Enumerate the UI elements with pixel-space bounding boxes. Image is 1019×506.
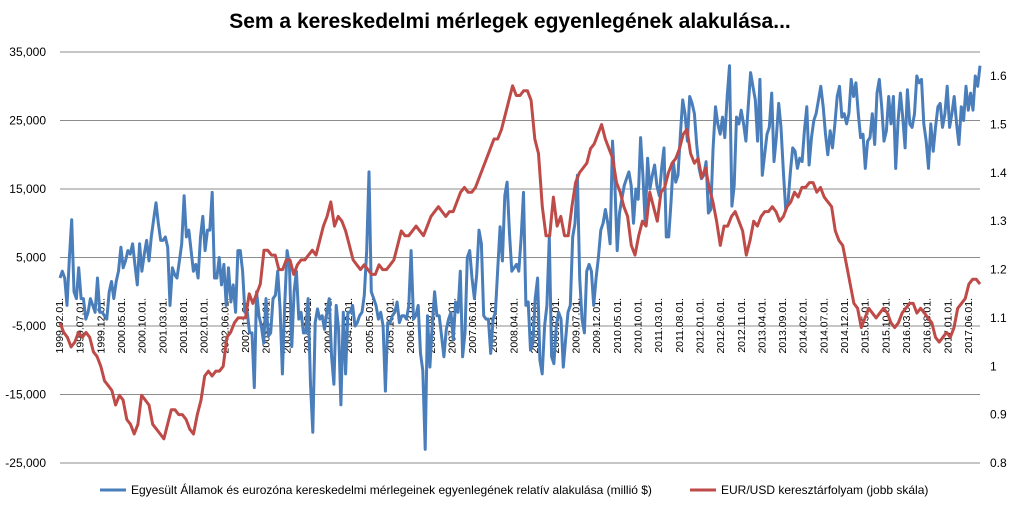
- y-right-tick-label: 1.2: [990, 263, 1007, 277]
- x-tick-label: 2002.06.01.: [219, 298, 231, 353]
- y-left-tick-label: 15,000: [9, 182, 46, 196]
- y-right-tick-label: 1: [990, 359, 997, 373]
- x-tick-label: 2010.10.01.: [632, 298, 644, 353]
- x-tick-label: 2013.04.01.: [756, 298, 768, 353]
- y-right-tick-label: 1.1: [990, 311, 1007, 325]
- x-tick-label: 2001.08.01.: [178, 298, 190, 353]
- series-lines: [58, 64, 982, 451]
- x-tick-label: 2007.06.01.: [467, 298, 479, 353]
- x-tick-label: 2015.10.01.: [880, 298, 892, 353]
- x-tick-label: 2008.04.01.: [509, 298, 521, 353]
- x-tick-label: 2009.12.01.: [591, 298, 603, 353]
- y-left-tick-label: 5,000: [16, 251, 46, 265]
- y-right-tick-label: 0.9: [990, 408, 1007, 422]
- right-axis-tick-labels: 0.8 0.9 1 1.1 1.2 1.3 1.4 1.5 1.6: [990, 69, 1007, 470]
- x-tick-label: 2017.01.01.: [942, 298, 954, 353]
- y-left-tick-label: -25,000: [5, 456, 46, 470]
- legend: Egyesült Államok és eurozóna kereskedelm…: [100, 482, 928, 497]
- x-tick-label: 2005.05.01.: [364, 298, 376, 353]
- x-tick-label: 2010.05.01.: [612, 298, 624, 353]
- y-right-tick-label: 1.3: [990, 214, 1007, 228]
- series-line-trade-balance: [58, 64, 982, 451]
- x-tick-label: 2012.01.01.: [694, 298, 706, 353]
- x-tick-label: 2000.05.01.: [116, 298, 128, 353]
- chart-title: Sem a kereskedelmi mérlegek egyenlegének…: [229, 10, 791, 33]
- x-tick-label: 2002.01.01.: [199, 298, 211, 353]
- y-left-tick-label: 35,000: [9, 45, 46, 59]
- x-tick-label: 2012.11.01.: [736, 298, 748, 353]
- x-tick-label: 2013.09.01.: [777, 298, 789, 353]
- x-tick-label: 2002.11.01.: [240, 298, 252, 353]
- y-right-tick-label: 1.6: [990, 69, 1007, 83]
- x-tick-label: 2009.07.01.: [570, 298, 582, 353]
- y-left-tick-label: -5,000: [12, 319, 46, 333]
- y-right-tick-label: 0.8: [990, 456, 1007, 470]
- left-axis-tick-labels: -25,000 -15,000 -5,000 5,000 15,000 25,000 35,…: [5, 45, 46, 470]
- x-tick-label: 2006.03.01.: [405, 298, 417, 353]
- x-tick-label: 2011.03.01.: [653, 298, 665, 353]
- y-left-tick-label: -15,000: [5, 388, 46, 402]
- x-tick-label: 2000.10.01.: [137, 298, 149, 353]
- y-left-tick-label: 25,000: [9, 114, 46, 128]
- x-tick-label: 2012.06.01.: [715, 298, 727, 353]
- x-tick-label: 2014.02.01.: [798, 298, 810, 353]
- series-line-eurusd: [58, 84, 982, 441]
- legend-label-eurusd: EUR/USD keresztárfolyam (jobb skála): [721, 483, 928, 497]
- x-tick-label: 2011.08.01.: [674, 298, 686, 353]
- y-right-tick-label: 1.4: [990, 166, 1007, 180]
- x-tick-label: 1999.12.01.: [95, 298, 107, 353]
- y-right-tick-label: 1.5: [990, 118, 1007, 132]
- x-tick-label: 2014.12.01.: [839, 298, 851, 353]
- x-tick-label: 2017.06.01.: [963, 298, 975, 353]
- legend-label-trade-balance: Egyesült Államok és eurozóna kereskedelm…: [131, 482, 652, 497]
- x-tick-label: 2001.03.01.: [157, 298, 169, 353]
- x-tick-label: 2014.07.01.: [818, 298, 830, 353]
